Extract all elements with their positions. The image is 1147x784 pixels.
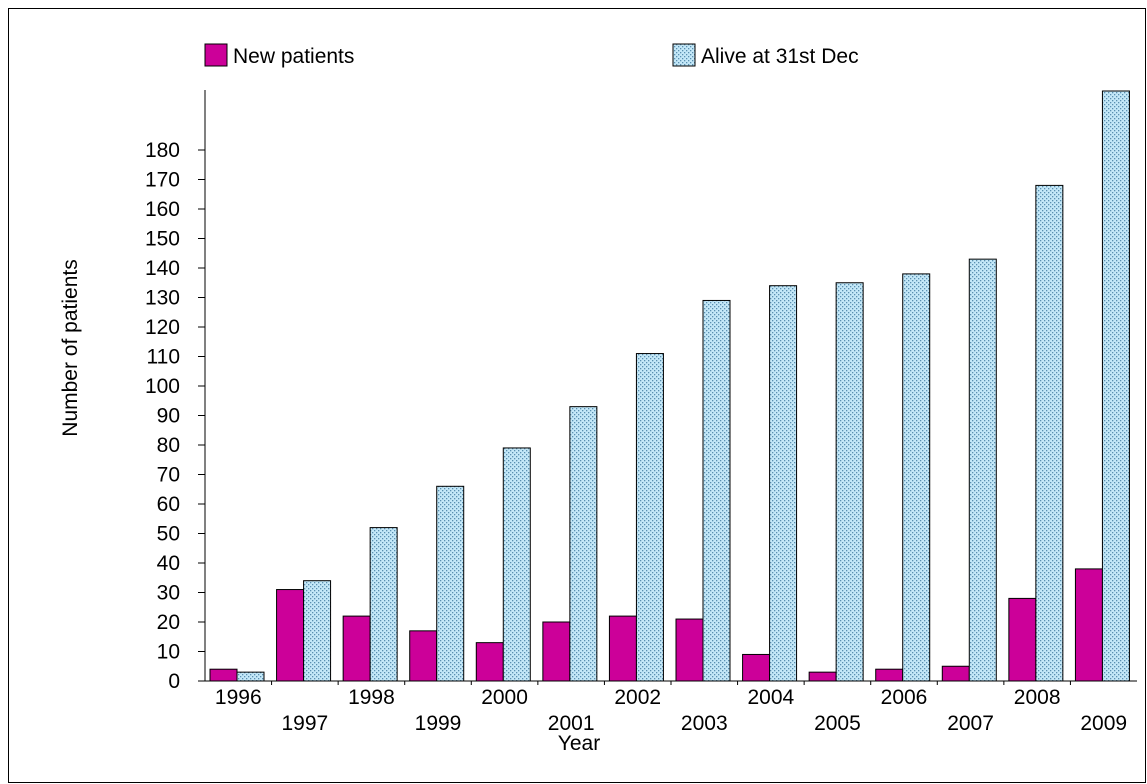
y-tick-label: 80 [157, 434, 180, 457]
bar-new-patients-2006 [875, 668, 904, 682]
bar-alive-2003 [702, 299, 731, 682]
bar-alive-2005 [835, 282, 864, 682]
y-tick-label: 90 [157, 405, 180, 428]
legend-swatch-new-patients [204, 43, 228, 67]
chart-frame [8, 8, 1146, 783]
x-tick-label: 1998 [348, 686, 395, 709]
x-axis-title: Year [558, 732, 600, 755]
y-tick-label: 60 [157, 493, 180, 516]
bar-alive-2008 [1035, 184, 1064, 682]
x-tick-label: 2002 [614, 686, 661, 709]
bar-alive-1998 [369, 527, 398, 682]
bar-new-patients-2004 [742, 653, 771, 682]
y-axis-title: Number of patients [59, 259, 82, 436]
bar-alive-2004 [769, 285, 798, 682]
bar-new-patients-1999 [409, 630, 438, 682]
bar-new-patients-1998 [342, 615, 371, 682]
x-tick-label: 2001 [548, 712, 595, 735]
y-tick-label: 10 [157, 641, 180, 664]
x-tick-label: 2008 [1014, 686, 1061, 709]
bar-alive-2002 [635, 353, 664, 682]
y-tick-label: 110 [147, 346, 180, 369]
y-tick-label: 130 [145, 287, 180, 310]
x-tick-label: 1996 [215, 686, 262, 709]
y-tick-label: 180 [145, 139, 180, 162]
bar-alive-2007 [968, 258, 997, 682]
x-tick-label: 2005 [814, 712, 861, 735]
y-tick-label: 30 [157, 582, 180, 605]
bar-new-patients-2008 [1008, 597, 1037, 682]
bars [209, 90, 1130, 682]
x-tick-label: 2007 [947, 712, 994, 735]
y-tick-label: 0 [168, 670, 180, 693]
y-tick-label: 170 [145, 169, 180, 192]
bar-new-patients-2003 [675, 618, 704, 682]
bar-alive-2006 [902, 273, 931, 682]
legend: New patients Alive at 31st Dec [204, 43, 859, 68]
bar-new-patients-2009 [1074, 568, 1103, 682]
y-tick-label: 40 [157, 552, 180, 575]
bar-alive-2000 [502, 447, 531, 682]
bar-alive-1999 [436, 485, 465, 682]
x-tick-label: 1997 [281, 712, 328, 735]
legend-item-alive: Alive at 31st Dec [672, 43, 859, 68]
x-tick-label: 1999 [415, 712, 462, 735]
y-ticks: 0 10 20 30 40 50 60 70 80 90 100 110 120 130 140 150 160… [145, 139, 205, 693]
x-tick-label: 2006 [881, 686, 928, 709]
y-tick-label: 50 [157, 523, 180, 546]
x-tick-label: 2004 [747, 686, 794, 709]
bar-new-patients-2005 [808, 671, 837, 682]
x-tick-label: 2000 [481, 686, 528, 709]
bar-new-patients-2000 [475, 642, 504, 682]
y-tick-label: 140 [145, 257, 180, 280]
legend-item-new-patients: New patients [204, 43, 354, 68]
y-tick-label: 20 [157, 611, 180, 634]
y-tick-label: 160 [145, 198, 180, 221]
x-tick-label: 2009 [1080, 712, 1127, 735]
bar-alive-2001 [569, 406, 598, 682]
bar-alive-1996 [236, 671, 265, 682]
y-tick-label: 100 [145, 375, 180, 398]
plot-area: 0 10 20 30 40 50 60 70 80 90 100 110 120 130 140 150 160… [145, 90, 1137, 735]
bar-alive-2009 [1101, 90, 1130, 682]
x-labels: 1996 1997 1998 1999 2000 2001 2002 2003 2004 2005… [215, 681, 1127, 735]
legend-swatch-alive [672, 43, 696, 67]
bar-new-patients-2002 [608, 615, 637, 682]
legend-label-alive: Alive at 31st Dec [701, 45, 859, 68]
y-tick-label: 120 [145, 316, 180, 339]
bar-new-patients-1997 [276, 589, 305, 682]
bar-alive-1997 [303, 580, 332, 682]
y-tick-label: 70 [157, 464, 180, 487]
bar-new-patients-2001 [542, 621, 571, 682]
bar-new-patients-2007 [941, 665, 970, 682]
legend-label-new-patients: New patients [233, 45, 354, 68]
y-tick-label: 150 [145, 228, 180, 251]
bar-new-patients-1996 [209, 668, 238, 682]
x-tick-label: 2003 [681, 712, 728, 735]
